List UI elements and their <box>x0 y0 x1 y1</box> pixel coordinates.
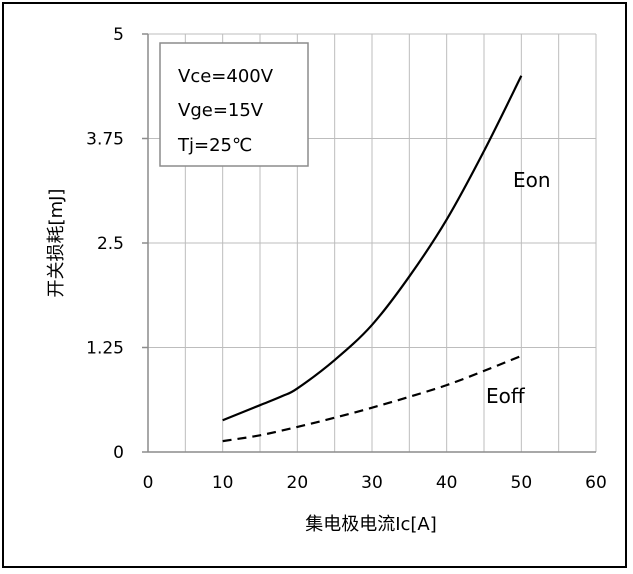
y-tick-label: 5 <box>113 25 124 45</box>
x-tick-label: 20 <box>287 473 309 493</box>
condition-tj: Tj=25℃ <box>177 135 252 156</box>
chart-frame <box>2 2 627 568</box>
y-tick-label: 2.5 <box>97 234 124 254</box>
y-axis-title: 开关损耗[mJ] <box>46 189 67 298</box>
x-tick-label: 40 <box>436 473 458 493</box>
tick-labels: 0 10 20 30 40 50 60 0 1.25 2.5 3.75 5 <box>86 25 607 493</box>
condition-vge: Vge=15V <box>178 100 264 121</box>
series-line-eon <box>222 75 523 422</box>
grid-lines <box>142 33 597 453</box>
conditions-box <box>159 42 309 167</box>
conditions-legend: Vce=400V Vge=15V Tj=25℃ <box>159 42 309 167</box>
x-tick-label: 10 <box>212 473 234 493</box>
series-line-eoff <box>222 354 522 443</box>
series-label-eoff: Eoff <box>486 384 526 408</box>
x-tick-label: 60 <box>585 473 607 493</box>
y-tick-label: 0 <box>113 443 124 463</box>
series-group <box>222 75 523 443</box>
series-label-eon: Eon <box>513 168 551 192</box>
x-axis-title: 集电极电流Ic[A] <box>305 514 437 535</box>
y-tick-label: 1.25 <box>86 339 124 359</box>
y-tick-label: 3.75 <box>86 130 124 150</box>
x-tick-label: 50 <box>511 473 533 493</box>
x-tick-label: 0 <box>143 473 154 493</box>
x-tick-label: 30 <box>361 473 383 493</box>
condition-vce: Vce=400V <box>178 66 274 87</box>
